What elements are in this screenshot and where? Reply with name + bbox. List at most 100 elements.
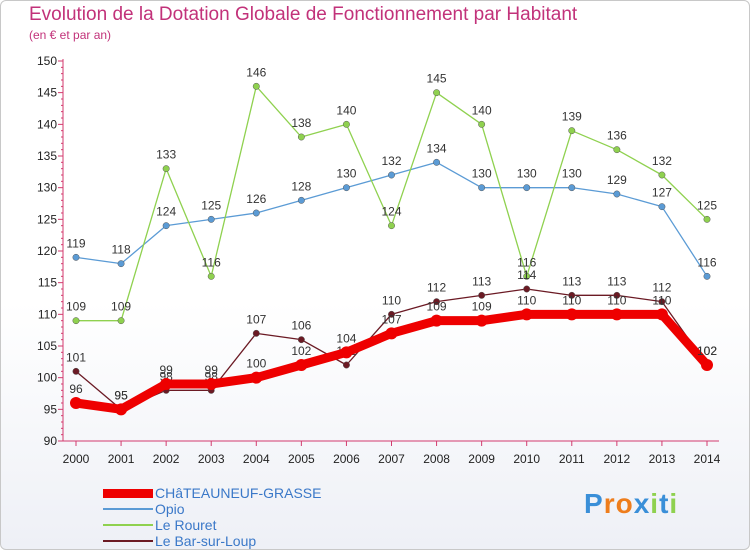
x-tick-label: 2000 xyxy=(63,452,90,466)
y-tick-label: 130 xyxy=(37,181,57,195)
logo-letter: t xyxy=(659,488,670,519)
data-label-le-bar-sur-loup: 101 xyxy=(66,350,86,364)
data-label-ch-teauneuf-grasse: 102 xyxy=(697,344,717,358)
data-label-le-rouret: 133 xyxy=(156,148,176,162)
data-point-le-rouret xyxy=(342,120,350,128)
y-tick-label: 120 xyxy=(37,244,57,258)
data-label-le-bar-sur-loup: 113 xyxy=(472,274,491,288)
data-label-ch-teauneuf-grasse: 100 xyxy=(246,357,266,371)
data-point-le-bar-sur-loup xyxy=(342,361,350,369)
data-label-ch-teauneuf-grasse: 110 xyxy=(607,293,626,307)
data-point-le-rouret xyxy=(72,317,80,325)
data-label-opio: 127 xyxy=(652,186,672,200)
data-point-opio xyxy=(117,260,125,268)
data-label-ch-teauneuf-grasse: 95 xyxy=(114,388,128,402)
data-label-le-rouret: 124 xyxy=(381,205,401,219)
data-label-opio: 119 xyxy=(66,236,85,250)
data-label-opio: 116 xyxy=(697,255,716,269)
data-point-ch-teauneuf-grasse xyxy=(115,403,128,416)
data-label-opio: 125 xyxy=(201,198,221,212)
legend-label: Opio xyxy=(155,501,185,517)
y-tick-label: 135 xyxy=(37,149,57,163)
data-label-ch-teauneuf-grasse: 104 xyxy=(336,331,356,345)
data-point-opio xyxy=(252,209,260,217)
x-tick-label: 2012 xyxy=(604,452,631,466)
data-point-opio xyxy=(658,203,666,211)
x-tick-label: 2004 xyxy=(243,452,270,466)
x-tick-label: 2008 xyxy=(423,452,450,466)
x-tick-label: 2003 xyxy=(198,452,225,466)
data-point-opio xyxy=(523,184,531,192)
data-label-le-rouret: 146 xyxy=(246,65,266,79)
data-point-le-bar-sur-loup xyxy=(568,291,576,299)
data-label-opio: 124 xyxy=(156,205,176,219)
data-point-opio xyxy=(162,222,170,230)
y-tick-label: 125 xyxy=(37,212,57,226)
data-label-ch-teauneuf-grasse: 109 xyxy=(427,300,447,314)
data-label-le-bar-sur-loup: 106 xyxy=(291,319,311,333)
data-label-ch-teauneuf-grasse: 107 xyxy=(381,312,401,326)
logo-letter: o xyxy=(615,488,634,519)
proxiti-logo: Proxiti xyxy=(584,488,678,520)
data-point-opio xyxy=(613,190,621,198)
data-label-le-rouret: 140 xyxy=(472,103,492,117)
data-point-le-rouret xyxy=(523,272,531,280)
data-point-le-rouret xyxy=(297,133,305,141)
chart-title: Evolution de la Dotation Globale de Fonc… xyxy=(29,4,578,25)
y-tick-label: 105 xyxy=(37,339,57,353)
logo-letter: r xyxy=(603,488,616,519)
data-label-le-rouret: 140 xyxy=(336,103,356,117)
data-point-opio xyxy=(72,253,80,261)
data-point-ch-teauneuf-grasse xyxy=(701,359,713,371)
y-tick-label: 90 xyxy=(44,434,58,448)
data-label-opio: 130 xyxy=(336,167,356,181)
data-label-le-rouret: 116 xyxy=(517,255,536,269)
data-label-le-bar-sur-loup: 112 xyxy=(427,281,446,295)
data-label-ch-teauneuf-grasse: 102 xyxy=(291,344,311,358)
data-label-ch-teauneuf-grasse: 96 xyxy=(69,382,83,396)
data-label-le-rouret: 136 xyxy=(607,129,627,143)
data-point-ch-teauneuf-grasse xyxy=(250,371,263,384)
data-label-opio: 118 xyxy=(112,243,131,257)
legend-swatch xyxy=(103,524,153,526)
x-tick-label: 2007 xyxy=(378,452,405,466)
data-label-le-rouret: 116 xyxy=(202,255,221,269)
y-tick-label: 115 xyxy=(38,276,57,290)
data-point-le-rouret xyxy=(478,120,486,128)
data-point-ch-teauneuf-grasse xyxy=(70,397,82,409)
data-point-le-bar-sur-loup xyxy=(252,329,260,337)
data-label-opio: 130 xyxy=(517,167,537,181)
data-point-opio xyxy=(207,215,215,223)
data-point-le-bar-sur-loup xyxy=(658,298,666,306)
data-point-le-bar-sur-loup xyxy=(433,298,441,306)
data-point-le-rouret xyxy=(433,89,441,97)
data-label-opio: 134 xyxy=(427,141,447,155)
logo-letter: i xyxy=(650,488,660,519)
data-label-le-rouret: 132 xyxy=(652,154,672,168)
legend-label: Le Rouret xyxy=(155,517,217,533)
logo-letter: i xyxy=(669,488,679,519)
data-label-le-rouret: 138 xyxy=(291,116,311,130)
y-tick-label: 140 xyxy=(37,117,57,131)
data-point-le-bar-sur-loup xyxy=(388,310,395,318)
data-label-le-bar-sur-loup: 110 xyxy=(382,293,401,307)
data-label-opio: 130 xyxy=(562,167,582,181)
data-point-ch-teauneuf-grasse xyxy=(655,308,668,321)
x-tick-label: 2009 xyxy=(468,452,495,466)
x-tick-label: 2011 xyxy=(559,452,585,466)
data-label-ch-teauneuf-grasse: 110 xyxy=(562,293,581,307)
x-tick-label: 2001 xyxy=(108,452,135,466)
data-label-le-bar-sur-loup: 107 xyxy=(246,312,266,326)
x-tick-label: 2010 xyxy=(513,452,540,466)
logo-letter: x xyxy=(633,488,651,519)
data-point-le-rouret xyxy=(252,82,260,90)
data-point-le-bar-sur-loup xyxy=(297,336,305,344)
legend-label: Le Bar-sur-Loup xyxy=(155,533,257,549)
legend-swatch xyxy=(103,489,153,498)
data-label-ch-teauneuf-grasse: 99 xyxy=(159,363,173,377)
data-label-le-rouret: 125 xyxy=(697,198,717,212)
data-point-opio xyxy=(568,184,576,192)
data-point-ch-teauneuf-grasse xyxy=(430,314,443,327)
